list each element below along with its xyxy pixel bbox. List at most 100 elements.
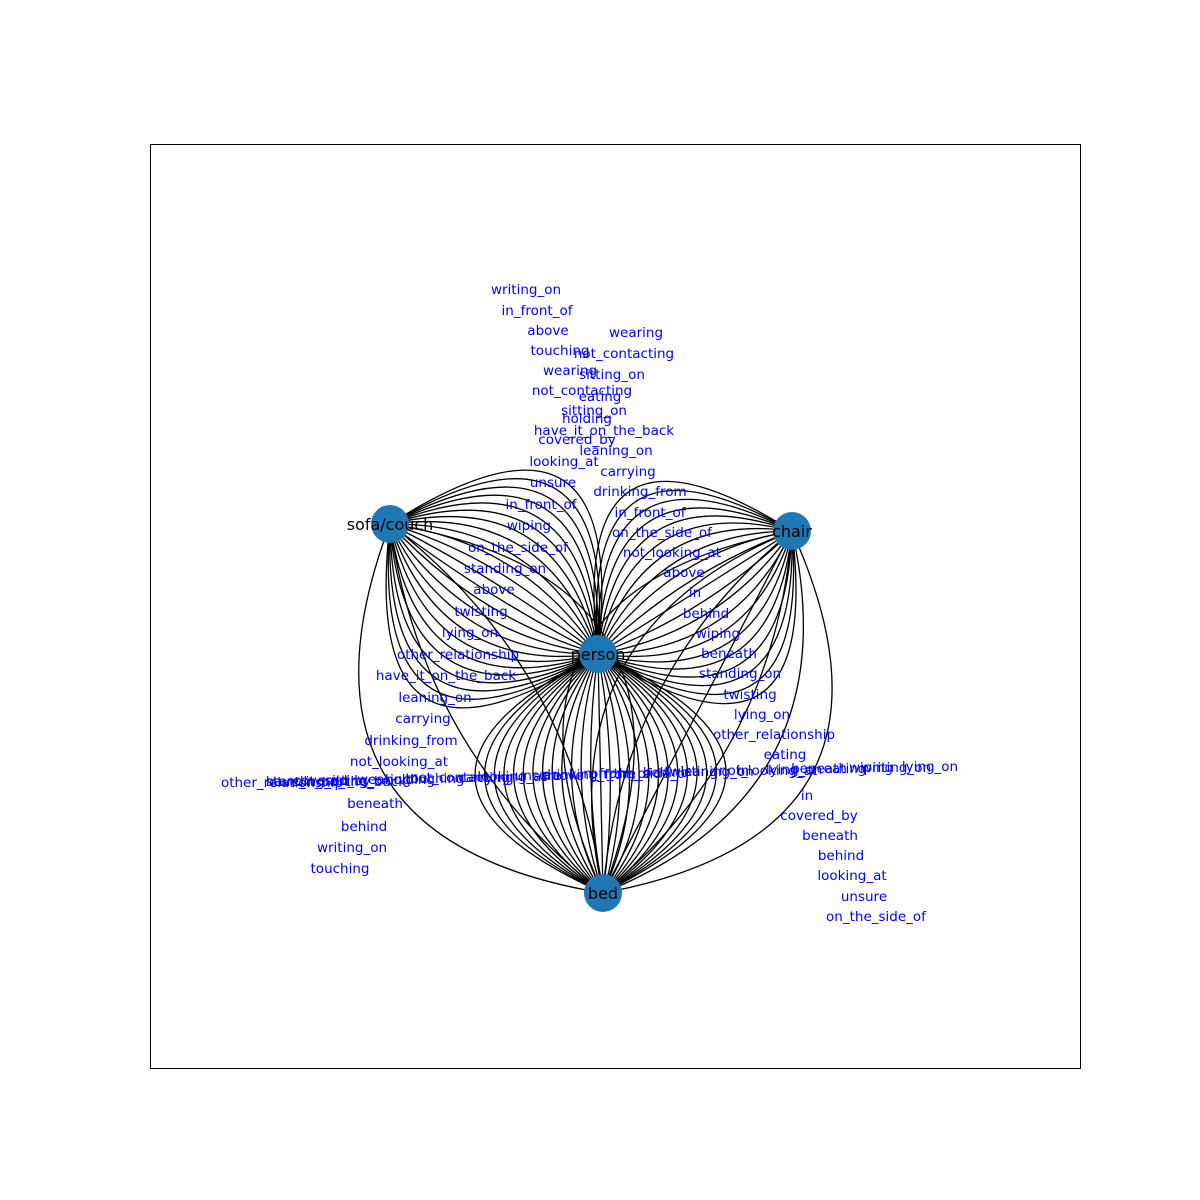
edge-person-chair (597, 530, 793, 655)
node-label-person: person (571, 645, 626, 664)
edge-person-bed (597, 653, 698, 894)
edge-person-chair (597, 530, 793, 655)
edge-label-person-chair: wiping (696, 626, 740, 642)
edge-labels-layer: writing_onin_front_ofabovetouchingwearin… (221, 282, 958, 925)
edge-label-person-chair: beneath (701, 646, 757, 662)
edge-person-sofa (389, 516, 599, 655)
edge-label-person-bed: other_relationship (221, 775, 343, 791)
edge-label-bed-chair: beneath (802, 828, 858, 844)
edge-label-person-bed: behind (643, 765, 689, 781)
edge-person-sofa (389, 523, 599, 669)
edge-label-bed-chair: in (801, 788, 813, 804)
edge-label-person-sofa: have_it_on_the_back (376, 668, 516, 684)
edge-person-chair (597, 498, 793, 655)
edge-label-person-chair: standing_on (699, 666, 781, 682)
edge-label-bed-chair: covered_by (780, 808, 857, 824)
edge-label-bed-sofa: touching (311, 861, 370, 877)
edge-label-person-bed: lying_on (902, 759, 958, 775)
edge-label-bed-chair: unsure (841, 889, 887, 905)
edge-label-person-chair: in (689, 585, 701, 601)
edge-person-bed (570, 653, 604, 894)
edge-person-bed (597, 653, 717, 894)
edge-label-person-sofa: other_relationship (397, 647, 519, 663)
plot-frame (150, 144, 1081, 1069)
edge-person-chair (597, 530, 793, 658)
node-chair (773, 512, 811, 550)
edge-bed-chair (602, 530, 793, 894)
edge-label-person-bed: leaning_on (680, 764, 753, 780)
edge-label-person-sofa: carrying (395, 711, 450, 727)
edge-label-person-sofa: standing_on (464, 561, 546, 577)
edge-person-bed (503, 653, 604, 894)
edge-person-chair (597, 530, 795, 696)
edge-person-chair (597, 530, 793, 655)
edge-person-chair (597, 530, 793, 678)
edge-label-person-chair: twisting (723, 687, 776, 703)
edge-label-person-sofa: wiping (507, 518, 551, 534)
edge-bed-chair (591, 530, 793, 894)
edge-person-chair (593, 480, 793, 655)
edge-person-sofa (389, 523, 599, 655)
edge-label-person-chair: not_contacting (574, 346, 674, 362)
edge-label-bed-chair: on_the_side_of (826, 909, 927, 925)
edge-label-person-sofa: above (527, 323, 568, 339)
edge-bed-chair (602, 530, 804, 894)
edge-person-chair (597, 515, 793, 655)
edge-label-person-chair: other_relationship (713, 727, 835, 743)
node-bed (584, 874, 622, 912)
edge-bed-sofa (389, 523, 604, 894)
edge-bed-sofa (358, 523, 604, 894)
edge-person-sofa (389, 523, 599, 658)
edge-label-person-bed: lying_on (766, 762, 822, 778)
edge-label-person-chair: holding (562, 411, 612, 427)
edge-bed-chair (602, 530, 833, 894)
edge-person-chair (597, 530, 793, 655)
edge-label-person-bed: writing_on (861, 760, 931, 776)
edge-label-person-bed: carrying (458, 770, 513, 786)
edge-label-person-bed: touching (406, 771, 465, 787)
edge-label-person-sofa: twisting (454, 604, 507, 620)
edge-person-bed (597, 653, 631, 894)
edge-label-person-sofa: have_it_on_the_back (534, 423, 674, 439)
edge-person-bed (597, 653, 660, 894)
edge-person-sofa (387, 523, 599, 700)
edge-label-person-chair: wearing (609, 325, 663, 341)
edge-label-person-sofa: not_looking_at (350, 754, 448, 770)
edge-label-person-sofa: lying_on (442, 625, 498, 641)
node-label-bed: bed (588, 884, 618, 903)
edge-person-chair (597, 530, 793, 655)
edge-person-chair (597, 530, 797, 705)
edge-label-person-bed: not_looking_at (719, 763, 817, 779)
edge-label-bed-sofa: writing_on (317, 840, 387, 856)
edge-label-person-chair: above (663, 565, 704, 581)
edge-person-bed (597, 653, 621, 894)
edge-label-person-chair: leaning_on (579, 443, 652, 459)
edge-label-person-sofa: on_the_side_of (468, 540, 569, 556)
edge-label-person-bed: on_the_side_of (590, 766, 691, 782)
edge-person-sofa (389, 523, 599, 655)
edge-label-person-sofa: looking_at (529, 454, 598, 470)
edge-label-person-sofa: unsure (530, 475, 576, 491)
edge-person-sofa (389, 502, 599, 655)
edge-label-person-sofa: leaning_on (398, 690, 471, 706)
edge-label-bed-chair: looking_at (817, 868, 886, 884)
edge-person-sofa (389, 523, 599, 655)
edge-person-chair (597, 530, 793, 687)
edge-person-bed (493, 653, 604, 894)
edge-label-person-chair: on_the_side_of (612, 525, 713, 541)
edge-person-sofa (389, 523, 599, 684)
edge-label-person-bed: covered_by (293, 773, 370, 789)
edge-label-person-chair: eating (579, 389, 622, 405)
edge-label-person-sofa: sitting_on (561, 403, 627, 419)
edge-label-bed-sofa: behind (341, 819, 387, 835)
edge-person-bed (597, 653, 604, 894)
edge-label-person-sofa: wearing (543, 363, 597, 379)
edge-person-chair (597, 507, 793, 655)
edge-person-bed (597, 653, 679, 894)
edge-person-bed (484, 653, 604, 894)
edge-person-sofa (389, 486, 599, 655)
edge-person-sofa (389, 523, 599, 655)
edge-label-person-bed: wiping (849, 760, 893, 776)
edge-person-sofa (389, 478, 601, 655)
edges-layer (358, 469, 833, 894)
